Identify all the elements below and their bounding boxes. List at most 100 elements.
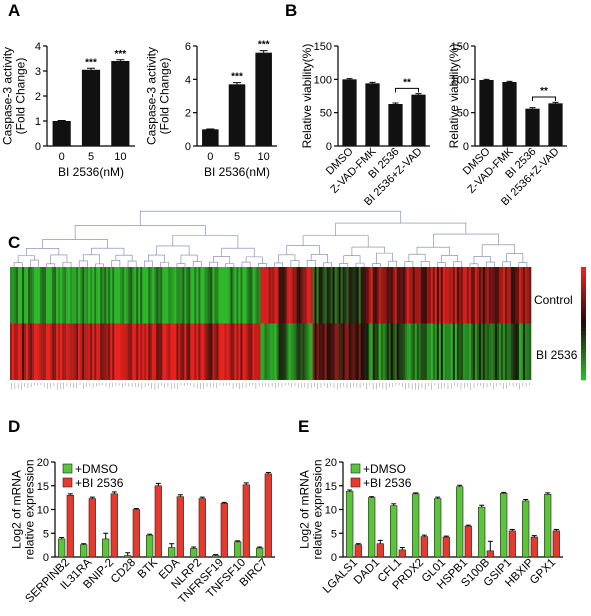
heatmap-cell — [162, 323, 165, 380]
heatmap-cell — [200, 267, 203, 324]
heatmap-cell — [492, 267, 496, 324]
heatmap-cell — [148, 267, 151, 324]
heatmap-cell — [146, 323, 149, 380]
heatmap-cell — [186, 323, 189, 380]
heatmap-cell — [420, 323, 424, 380]
x-tick-label: 5 — [234, 151, 240, 163]
bar-BIRC7-bi2536 — [264, 473, 272, 558]
legend-swatch-bi2536 — [62, 477, 73, 488]
heatmap-cell — [204, 323, 207, 380]
color-key-cell — [581, 278, 586, 283]
y-axis-label-line-2: (Fold Change) — [158, 58, 172, 135]
heatmap-cell — [482, 267, 486, 324]
heatmap-cell — [90, 323, 93, 380]
heatmap-cell — [238, 323, 241, 380]
legend-swatch-bi2536 — [350, 477, 361, 488]
heatmap-cell — [212, 267, 215, 324]
heatmap-cell — [34, 323, 37, 380]
y-tick-label: 0 — [326, 141, 332, 153]
heatmap-cell — [76, 323, 79, 380]
heatmap-cell — [124, 323, 127, 380]
heatmap-cell — [270, 323, 273, 380]
heatmap-cell — [366, 267, 369, 324]
heatmap-cell — [16, 267, 19, 324]
heatmap-cell — [286, 267, 289, 324]
heatmap-cell — [282, 267, 285, 324]
heatmap-cell — [486, 267, 490, 324]
heatmap-cell — [446, 267, 450, 324]
bar-SERPINB2-dmso — [58, 538, 66, 558]
heatmap-cell — [278, 267, 281, 324]
heatmap-cell — [414, 267, 418, 324]
heatmap-cell — [180, 323, 183, 380]
heatmap-cell — [498, 323, 502, 380]
bar-BI-2536 — [525, 108, 540, 146]
color-key-cell — [581, 308, 586, 313]
heatmap-cell — [164, 323, 167, 380]
heatmap-cell — [432, 323, 436, 380]
bar-PRDX2-bi2536 — [420, 536, 428, 558]
heatmap-cell — [380, 267, 384, 324]
y-tick-label: 15 — [37, 481, 49, 493]
heatmap-cell — [38, 323, 41, 380]
heatmap-cell — [160, 323, 163, 380]
heatmap-cell — [252, 267, 255, 324]
heatmap-cell — [260, 323, 263, 380]
color-key-cell — [581, 274, 586, 279]
heatmap-cell — [48, 267, 51, 324]
heatmap-cell — [138, 267, 141, 324]
heatmap-cell — [322, 323, 325, 380]
heatmap-cell — [494, 267, 498, 324]
heatmap-cell — [482, 323, 486, 380]
heatmap-cell — [298, 267, 301, 324]
heatmap-cell — [280, 267, 283, 324]
dendrogram-branch — [213, 256, 231, 264]
color-key-cell — [581, 361, 586, 366]
heatmap-cell — [304, 323, 307, 380]
bar-DAD1-bi2536 — [376, 543, 384, 558]
legend-label-bi2536: +BI 2536 — [75, 476, 124, 490]
heatmap-cell — [154, 267, 157, 324]
bar-LGALS1-dmso — [346, 491, 354, 558]
bar-Z-VAD-FMK — [502, 82, 517, 146]
heatmap-cell — [338, 267, 341, 324]
heatmap-cell — [468, 267, 472, 324]
heatmap-cell — [102, 267, 105, 324]
color-key-cell — [581, 293, 586, 298]
heatmap-cell — [128, 323, 131, 380]
y-axis-label-line-1: Caspase-3 activity — [1, 47, 15, 145]
heatmap-cell — [326, 267, 329, 324]
heatmap-cell — [374, 267, 378, 324]
heatmap-cell — [242, 267, 245, 324]
heatmap-cell — [528, 323, 532, 380]
dendrogram-branch — [278, 254, 296, 263]
dendrogram-branch — [302, 235, 369, 248]
heatmap-cell — [162, 267, 165, 324]
heatmap-cell — [288, 267, 291, 324]
heatmap-cell — [362, 323, 365, 380]
heatmap-cell — [312, 267, 315, 324]
heatmap-cell — [410, 323, 414, 380]
heatmap-cell — [404, 323, 408, 380]
heatmap-cell — [194, 323, 197, 380]
heatmap-cell — [250, 267, 253, 324]
heatmap-cell — [336, 267, 339, 324]
heatmap-cell — [166, 323, 169, 380]
heatmap-cell — [386, 267, 390, 324]
y-tick-label: 0 — [463, 141, 469, 153]
bar-BTK-bi2536 — [154, 485, 162, 558]
heatmap-cell — [124, 267, 127, 324]
bar-0 — [52, 121, 71, 146]
heatmap-cell — [318, 267, 321, 324]
heatmap-cell — [476, 267, 480, 324]
bar-CFL1-dmso — [390, 505, 398, 558]
panel-label-c: C — [8, 233, 20, 252]
heatmap-cell — [470, 323, 474, 380]
heatmap-cell — [358, 323, 361, 380]
heatmap-cell — [480, 323, 484, 380]
heatmap-cell — [500, 267, 504, 324]
dendrogram-branch — [388, 260, 397, 267]
heatmap-cell — [452, 323, 456, 380]
heatmap-cell — [50, 267, 53, 324]
chart-c-heatmap: Control BI 2536 — [10, 210, 586, 390]
